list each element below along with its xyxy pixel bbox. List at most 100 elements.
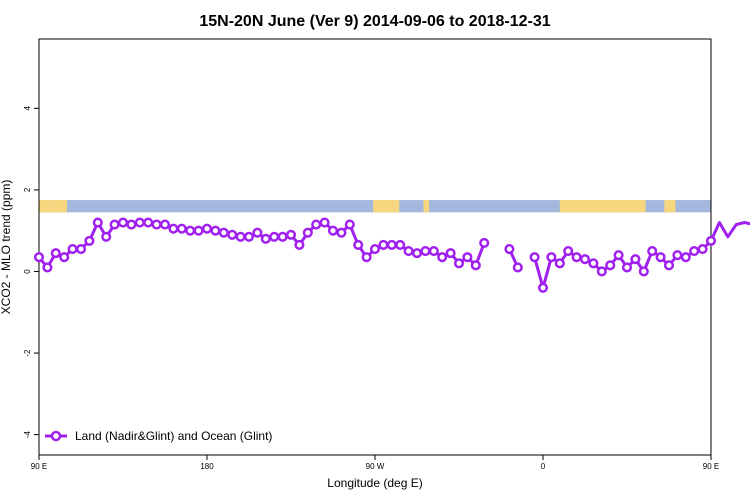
data-point — [151, 219, 162, 230]
data-point — [537, 282, 549, 293]
data-point — [445, 248, 456, 259]
data-point — [210, 225, 221, 236]
data-point — [638, 266, 649, 277]
data-point — [168, 223, 179, 234]
data-point — [117, 217, 129, 228]
data-point — [403, 246, 414, 257]
data-point — [269, 231, 280, 242]
data-point — [588, 258, 599, 269]
data-point — [353, 239, 364, 251]
data-point — [218, 227, 229, 238]
data-point — [663, 260, 675, 271]
data-point — [529, 252, 540, 263]
data-point — [630, 254, 641, 265]
data-point — [437, 252, 448, 263]
data-point — [504, 243, 515, 255]
data-point — [479, 237, 490, 248]
data-point — [647, 246, 658, 257]
land-segment — [664, 200, 676, 213]
data-point — [621, 262, 633, 273]
legend-marker-icon — [50, 430, 62, 442]
data-point — [42, 262, 53, 273]
x-tick-label: 180 — [200, 462, 214, 471]
data-point — [386, 239, 397, 251]
data-point — [50, 248, 61, 259]
data-point — [655, 252, 666, 263]
data-point — [378, 239, 389, 251]
data-point — [395, 239, 406, 251]
y-tick-label: 0 — [23, 269, 32, 274]
x-axis: 90 E 180 90 W 0 90 E — [31, 455, 719, 471]
data-point — [302, 227, 313, 238]
data-point — [512, 262, 523, 273]
land-ocean-band — [39, 200, 711, 213]
data-point — [227, 229, 238, 240]
x-tick-label: 0 — [541, 462, 546, 471]
data-point — [101, 231, 112, 242]
data-point — [336, 227, 347, 238]
data-point — [579, 254, 591, 265]
y-tick-label: 4 — [23, 106, 32, 111]
data-point — [554, 258, 565, 269]
data-point — [689, 246, 700, 257]
land-segment — [423, 200, 430, 213]
data-point — [235, 231, 246, 242]
data-point — [193, 225, 204, 236]
data-point — [319, 217, 330, 228]
legend-label: Land (Nadir&Glint) and Ocean (Glint) — [75, 429, 272, 443]
land-segment — [39, 200, 51, 213]
y-tick-label: -2 — [23, 349, 32, 357]
data-point — [33, 252, 45, 263]
series-line — [37, 221, 486, 269]
data-point — [605, 260, 616, 271]
data-point — [126, 219, 137, 230]
y-axis: -4 -2 0 2 4 — [23, 106, 39, 439]
x-axis-title: Longitude (deg E) — [327, 476, 422, 490]
data-point — [92, 217, 103, 228]
data-point — [411, 248, 423, 259]
data-point — [470, 260, 481, 271]
x-tick-label: 90 E — [31, 462, 47, 471]
data-point — [176, 223, 187, 234]
data-point — [67, 243, 78, 255]
data-point — [143, 217, 154, 228]
data-point — [697, 243, 708, 255]
data-point — [361, 252, 372, 263]
data-point — [546, 252, 557, 263]
land-segment — [559, 200, 646, 213]
data-point — [159, 219, 171, 230]
legend: Land (Nadir&Glint) and Ocean (Glint) — [45, 429, 272, 443]
data-point — [75, 243, 87, 255]
land-segment — [373, 200, 400, 213]
y-tick-label: -4 — [23, 431, 32, 439]
data-point — [243, 231, 255, 242]
x-tick-label: 90 E — [703, 462, 719, 471]
data-point — [185, 225, 196, 236]
data-point — [563, 246, 574, 257]
data-point — [109, 219, 120, 230]
data-point — [59, 252, 70, 263]
data-point — [134, 217, 145, 228]
data-point — [327, 225, 339, 236]
data-point — [84, 235, 95, 246]
data-point — [285, 229, 297, 240]
data-point — [596, 266, 607, 277]
x-tick-label: 90 W — [366, 462, 385, 471]
data-point — [277, 231, 288, 242]
y-tick-label: 2 — [23, 187, 32, 192]
data-series — [33, 217, 750, 293]
data-point — [294, 239, 305, 251]
data-point — [428, 246, 439, 257]
data-point — [344, 219, 355, 230]
data-point — [369, 243, 381, 255]
data-point — [462, 252, 473, 263]
data-point — [420, 246, 431, 257]
data-point — [680, 252, 691, 263]
data-point — [201, 223, 213, 234]
data-point — [672, 250, 683, 261]
data-point — [571, 252, 582, 263]
y-axis-title: XCO2 - MLO trend (ppm) — [0, 180, 13, 315]
data-point — [613, 250, 624, 261]
data-point — [705, 235, 717, 246]
